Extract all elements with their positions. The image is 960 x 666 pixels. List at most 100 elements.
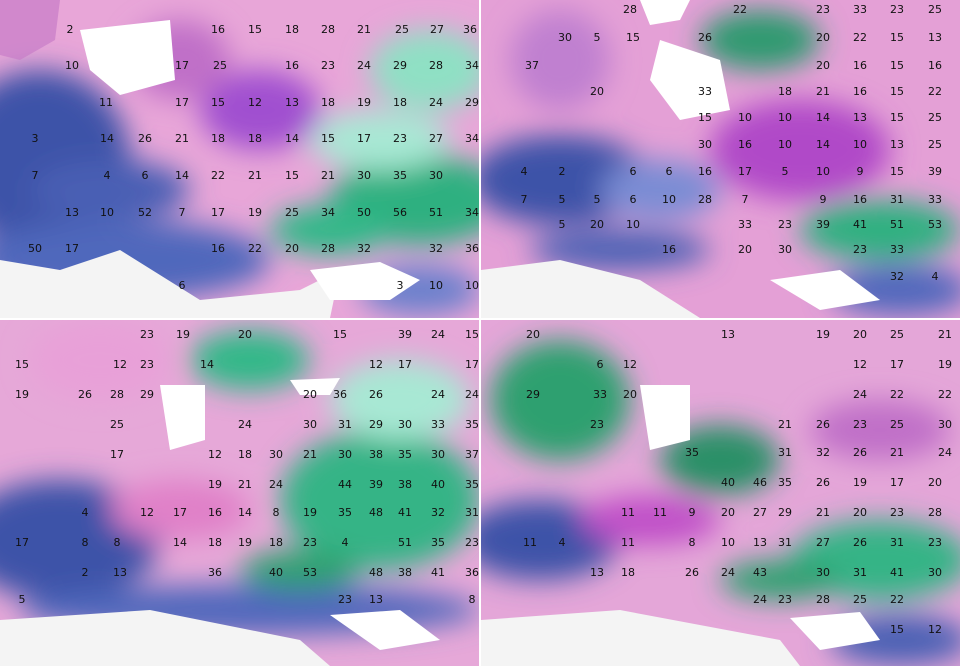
value-label: 13 <box>369 593 383 606</box>
value-label: 29 <box>465 96 479 109</box>
value-label: 7 <box>521 193 528 206</box>
value-label: 24 <box>853 388 867 401</box>
value-label: 44 <box>338 478 352 491</box>
value-label: 33 <box>593 388 607 401</box>
value-label: 26 <box>685 566 699 579</box>
value-label: 22 <box>853 31 867 44</box>
value-label: 16 <box>211 23 225 36</box>
value-label: 25 <box>213 59 227 72</box>
value-label: 13 <box>590 566 604 579</box>
value-label: 30 <box>429 169 443 182</box>
value-label: 8 <box>82 536 89 549</box>
value-label: 36 <box>208 566 222 579</box>
value-label: 6 <box>630 193 637 206</box>
value-label: 15 <box>890 85 904 98</box>
value-label: 25 <box>890 418 904 431</box>
value-label: 20 <box>303 388 317 401</box>
value-label: 14 <box>175 169 189 182</box>
value-label: 32 <box>890 270 904 283</box>
value-label: 17 <box>173 506 187 519</box>
value-label: 34 <box>321 206 335 219</box>
panel-divider <box>479 0 481 666</box>
value-label: 6 <box>597 358 604 371</box>
value-label: 22 <box>890 388 904 401</box>
value-label: 24 <box>938 446 952 459</box>
value-label: 18 <box>211 132 225 145</box>
value-label: 20 <box>816 31 830 44</box>
value-label: 20 <box>928 476 942 489</box>
value-label: 33 <box>738 218 752 231</box>
value-label: 15 <box>890 111 904 124</box>
value-label: 35 <box>393 169 407 182</box>
value-label: 4 <box>82 506 89 519</box>
value-label: 17 <box>398 358 412 371</box>
value-label: 35 <box>431 536 445 549</box>
value-label: 16 <box>662 243 676 256</box>
value-label: 8 <box>114 536 121 549</box>
value-label: 32 <box>431 506 445 519</box>
value-label: 20 <box>721 506 735 519</box>
value-label: 13 <box>928 31 942 44</box>
value-label: 22 <box>938 388 952 401</box>
value-label: 18 <box>285 23 299 36</box>
value-label: 8 <box>469 593 476 606</box>
value-label: 19 <box>208 478 222 491</box>
value-label: 7 <box>179 206 186 219</box>
value-label: 24 <box>431 328 445 341</box>
value-label: 14 <box>816 138 830 151</box>
value-label: 20 <box>285 242 299 255</box>
value-label: 19 <box>853 476 867 489</box>
value-label: 20 <box>623 388 637 401</box>
value-label: 10 <box>662 193 676 206</box>
value-label: 17 <box>175 59 189 72</box>
value-label: 28 <box>623 3 637 16</box>
value-label: 24 <box>429 96 443 109</box>
value-label: 21 <box>938 328 952 341</box>
value-label: 35 <box>778 476 792 489</box>
value-label: 24 <box>269 478 283 491</box>
value-label: 30 <box>938 418 952 431</box>
value-label: 4 <box>932 270 939 283</box>
value-label: 24 <box>721 566 735 579</box>
value-label: 28 <box>698 193 712 206</box>
map-panel <box>481 320 960 666</box>
value-label: 10 <box>465 279 479 292</box>
value-label: 2 <box>559 165 566 178</box>
value-label: 3 <box>397 279 404 292</box>
value-label: 25 <box>853 593 867 606</box>
value-label: 17 <box>357 132 371 145</box>
value-label: 21 <box>357 23 371 36</box>
value-label: 20 <box>526 328 540 341</box>
value-label: 18 <box>269 536 283 549</box>
value-label: 16 <box>853 59 867 72</box>
value-label: 32 <box>816 446 830 459</box>
value-label: 24 <box>238 418 252 431</box>
panel-divider <box>0 318 960 320</box>
value-label: 31 <box>890 536 904 549</box>
value-label: 17 <box>211 206 225 219</box>
value-label: 9 <box>689 506 696 519</box>
value-label: 6 <box>666 165 673 178</box>
value-label: 17 <box>15 536 29 549</box>
value-label: 32 <box>429 242 443 255</box>
value-label: 14 <box>285 132 299 145</box>
value-label: 18 <box>393 96 407 109</box>
value-label: 30 <box>698 138 712 151</box>
value-label: 35 <box>465 478 479 491</box>
value-label: 5 <box>559 218 566 231</box>
value-label: 10 <box>853 138 867 151</box>
value-label: 14 <box>816 111 830 124</box>
value-label: 51 <box>398 536 412 549</box>
value-label: 30 <box>269 448 283 461</box>
value-label: 12 <box>369 358 383 371</box>
value-label: 27 <box>430 23 444 36</box>
value-label: 29 <box>393 59 407 72</box>
value-label: 23 <box>853 243 867 256</box>
value-label: 17 <box>465 358 479 371</box>
value-label: 30 <box>338 448 352 461</box>
value-label: 23 <box>465 536 479 549</box>
value-label: 30 <box>558 31 572 44</box>
value-label: 27 <box>753 506 767 519</box>
value-label: 38 <box>398 566 412 579</box>
